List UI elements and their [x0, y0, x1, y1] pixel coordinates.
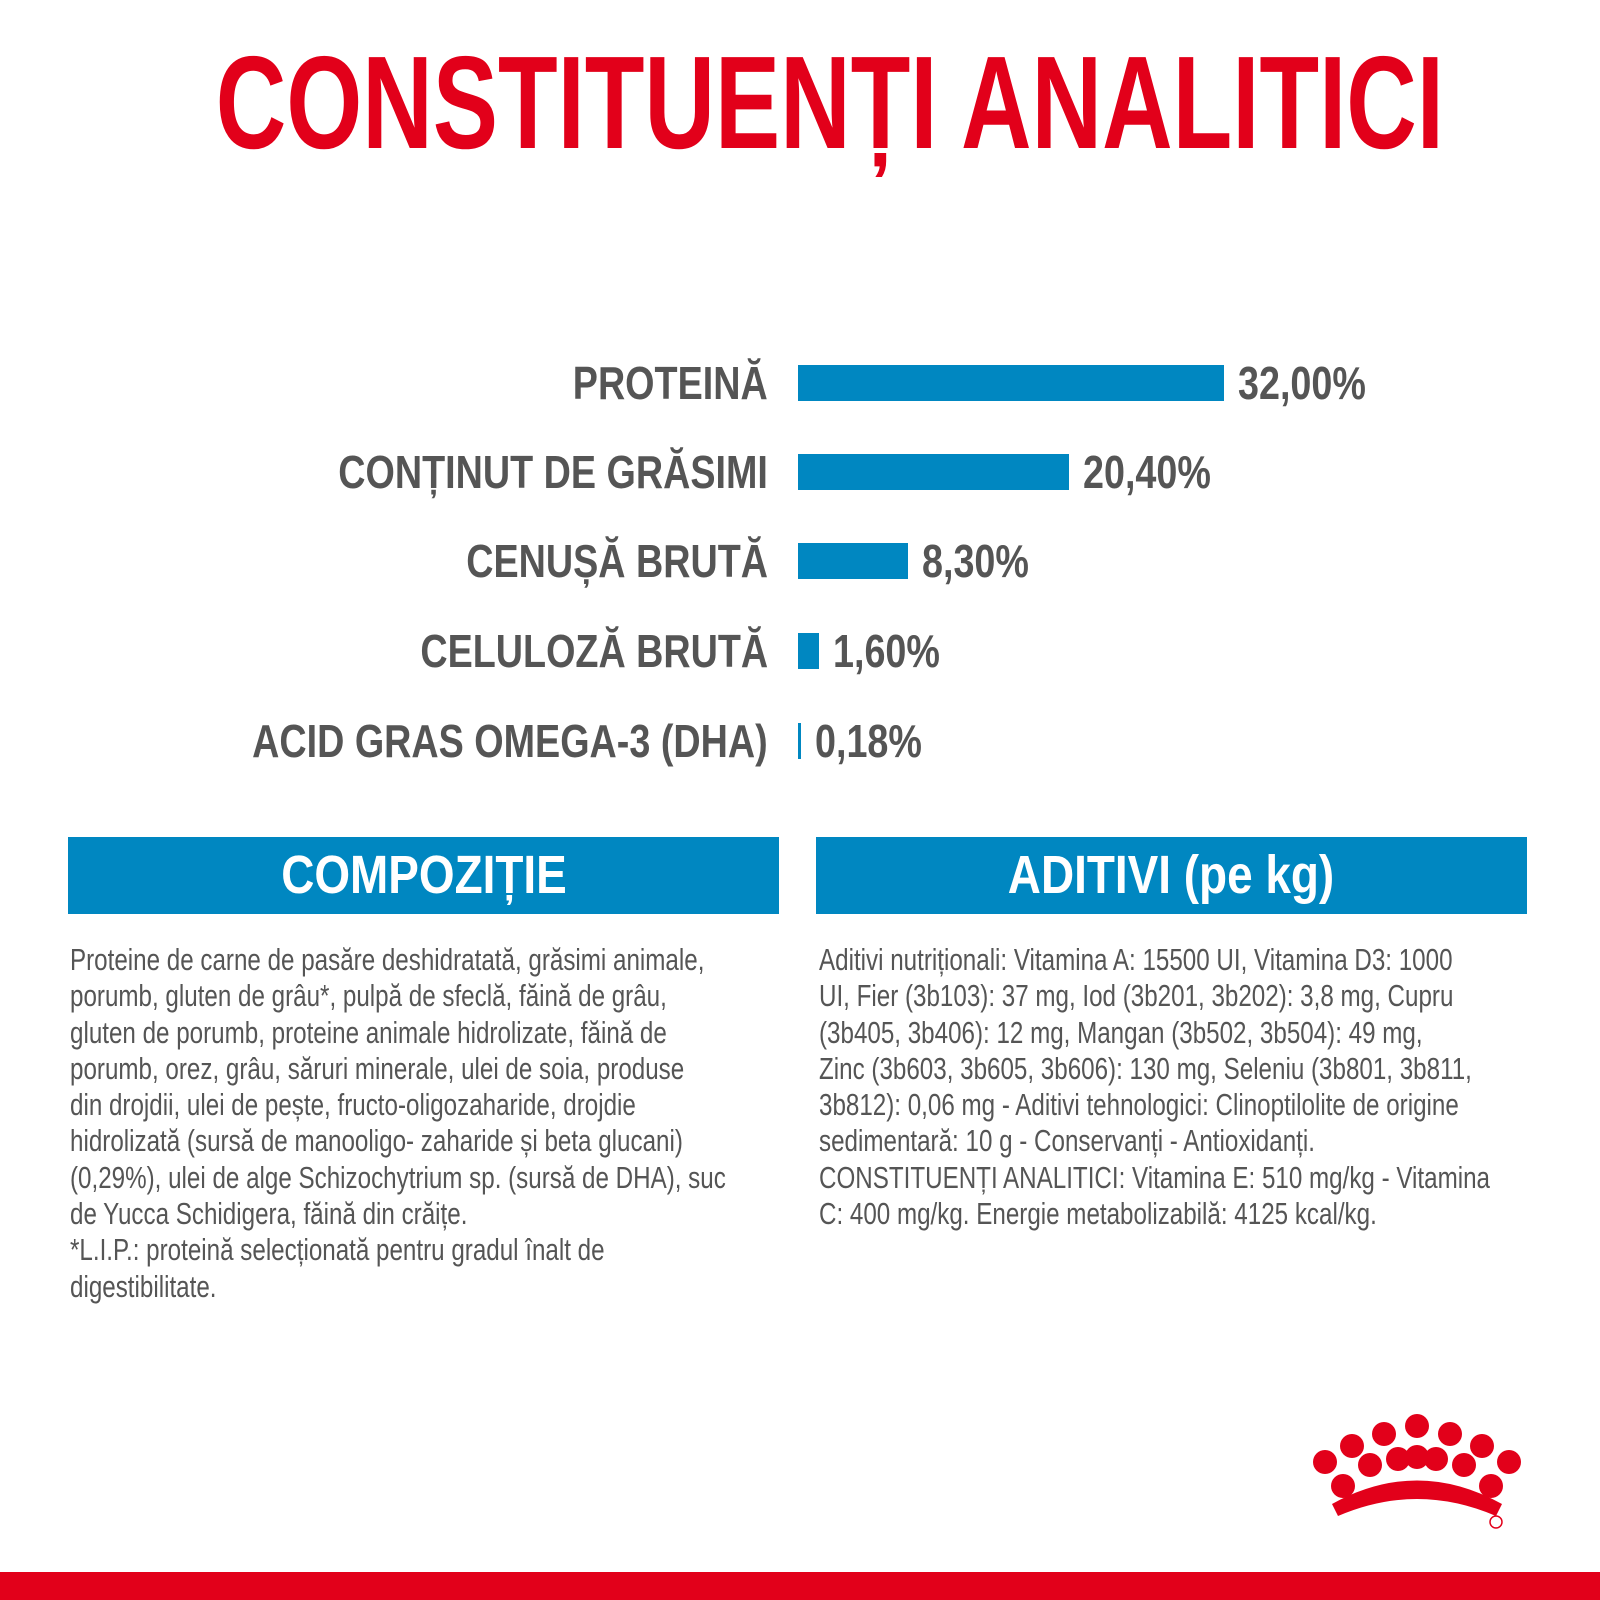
bar-row: CELULOZĂ BRUTĂ 1,60%	[0, 621, 1600, 681]
text-line: *L.I.P.: proteină selecționată pentru gr…	[70, 1232, 605, 1268]
category-label: CENUȘĂ BRUTĂ	[466, 535, 768, 587]
additives-header: ADITIVI (pe kg)	[816, 837, 1527, 914]
bar	[798, 454, 1070, 490]
bar-row: CENUȘĂ BRUTĂ 8,30%	[0, 531, 1600, 591]
page-title: CONSTITUENȚI ANALITICI	[215, 29, 1444, 176]
text-line: C: 400 mg/kg. Energie metabolizabilă: 41…	[819, 1196, 1377, 1232]
bar	[798, 543, 909, 579]
text-line: de Yucca Schidigera, făină din crăițe.	[70, 1196, 468, 1232]
value-label: 0,18%	[814, 715, 922, 767]
text-line: porumb, orez, grâu, săruri minerale, ule…	[70, 1050, 685, 1086]
text-line: porumb, gluten de grâu*, pulpă de sfeclă…	[70, 978, 667, 1014]
value-label: 8,30%	[922, 535, 1030, 587]
category-label: CELULOZĂ BRUTĂ	[420, 625, 768, 677]
composition-text: Proteine de carne de pasăre deshidratată…	[70, 942, 772, 1305]
text-line: din drojdii, ulei de pește, fructo-oligo…	[70, 1087, 636, 1123]
royal-canin-logo	[1313, 1414, 1521, 1529]
text-line: Proteine de carne de pasăre deshidratată…	[70, 942, 705, 977]
category-label: ACID GRAS OMEGA-3 (DHA)	[252, 715, 768, 767]
text-line: CONSTITUENȚI ANALITICI: Vitamina E: 510 …	[819, 1159, 1490, 1195]
text-line: (0,29%), ulei de alge Schizochytrium sp.…	[70, 1159, 726, 1195]
text-line: sedimentară: 10 g - Conservanți - Antiox…	[819, 1123, 1315, 1159]
value-label: 20,40%	[1083, 446, 1212, 498]
text-line: 3b812): 0,06 mg - Aditivi tehnologici: C…	[819, 1087, 1459, 1123]
additives-text: Aditivi nutriționali: Vitamina A: 15500 …	[819, 942, 1521, 1232]
category-label: PROTEINĂ	[573, 357, 768, 409]
value-label: 32,00%	[1237, 357, 1366, 409]
text-line: gluten de porumb, proteine animale hidro…	[70, 1014, 667, 1050]
bar	[798, 633, 820, 669]
bar-row: ACID GRAS OMEGA-3 (DHA) 0,18%	[0, 711, 1600, 771]
value-label: 1,60%	[833, 625, 941, 677]
text-line: digestibilitate.	[70, 1268, 217, 1304]
category-label: CONȚINUT DE GRĂSIMI	[338, 446, 768, 498]
text-line: Zinc (3b603, 3b605, 3b606): 130 mg, Sele…	[819, 1050, 1472, 1086]
composition-header: COMPOZIȚIE	[68, 837, 779, 914]
text-line: UI, Fier (3b103): 37 mg, Iod (3b201, 3b2…	[819, 978, 1454, 1014]
bar-row: PROTEINĂ 32,00%	[0, 353, 1600, 413]
brand-footer-bar	[0, 1572, 1600, 1600]
bar	[798, 723, 801, 759]
text-line: (3b405, 3b406): 12 mg, Mangan (3b502, 3b…	[819, 1014, 1423, 1050]
text-line: Aditivi nutriționali: Vitamina A: 15500 …	[819, 942, 1453, 977]
text-line: hidrolizată (sursă de manooligo- zaharid…	[70, 1123, 683, 1159]
bar	[798, 365, 1224, 401]
bar-row: CONȚINUT DE GRĂSIMI 20,40%	[0, 442, 1600, 502]
